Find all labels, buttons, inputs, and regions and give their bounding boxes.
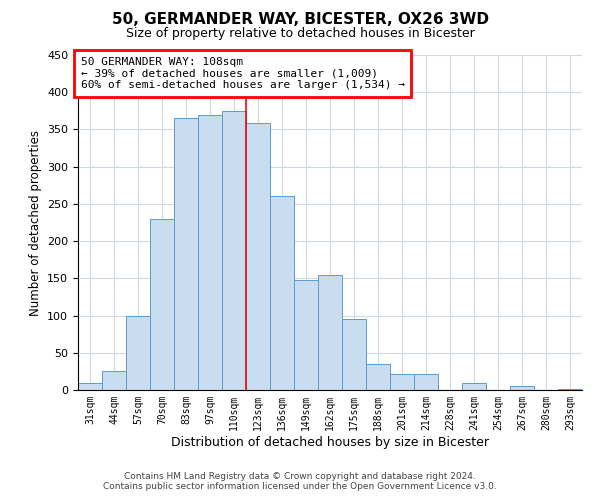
Bar [270,196,294,390]
Text: Contains HM Land Registry data © Crown copyright and database right 2024.
Contai: Contains HM Land Registry data © Crown c… [103,472,497,491]
Bar [510,386,534,390]
Text: 50 GERMANDER WAY: 108sqm
← 39% of detached houses are smaller (1,009)
60% of sem: 50 GERMANDER WAY: 108sqm ← 39% of detach… [80,56,404,90]
Bar [102,372,126,390]
Bar [294,280,318,390]
Bar [414,374,438,390]
Bar [558,388,582,390]
Bar [126,316,150,390]
Bar [174,118,198,390]
Bar [78,382,102,390]
Text: 50, GERMANDER WAY, BICESTER, OX26 3WD: 50, GERMANDER WAY, BICESTER, OX26 3WD [112,12,488,28]
Bar [222,111,246,390]
Text: Size of property relative to detached houses in Bicester: Size of property relative to detached ho… [125,28,475,40]
Bar [318,274,342,390]
Bar [150,219,174,390]
Bar [366,364,390,390]
Y-axis label: Number of detached properties: Number of detached properties [29,130,41,316]
Bar [198,114,222,390]
Bar [342,320,366,390]
Bar [390,374,414,390]
Bar [462,382,486,390]
X-axis label: Distribution of detached houses by size in Bicester: Distribution of detached houses by size … [171,436,489,448]
Bar [246,124,270,390]
